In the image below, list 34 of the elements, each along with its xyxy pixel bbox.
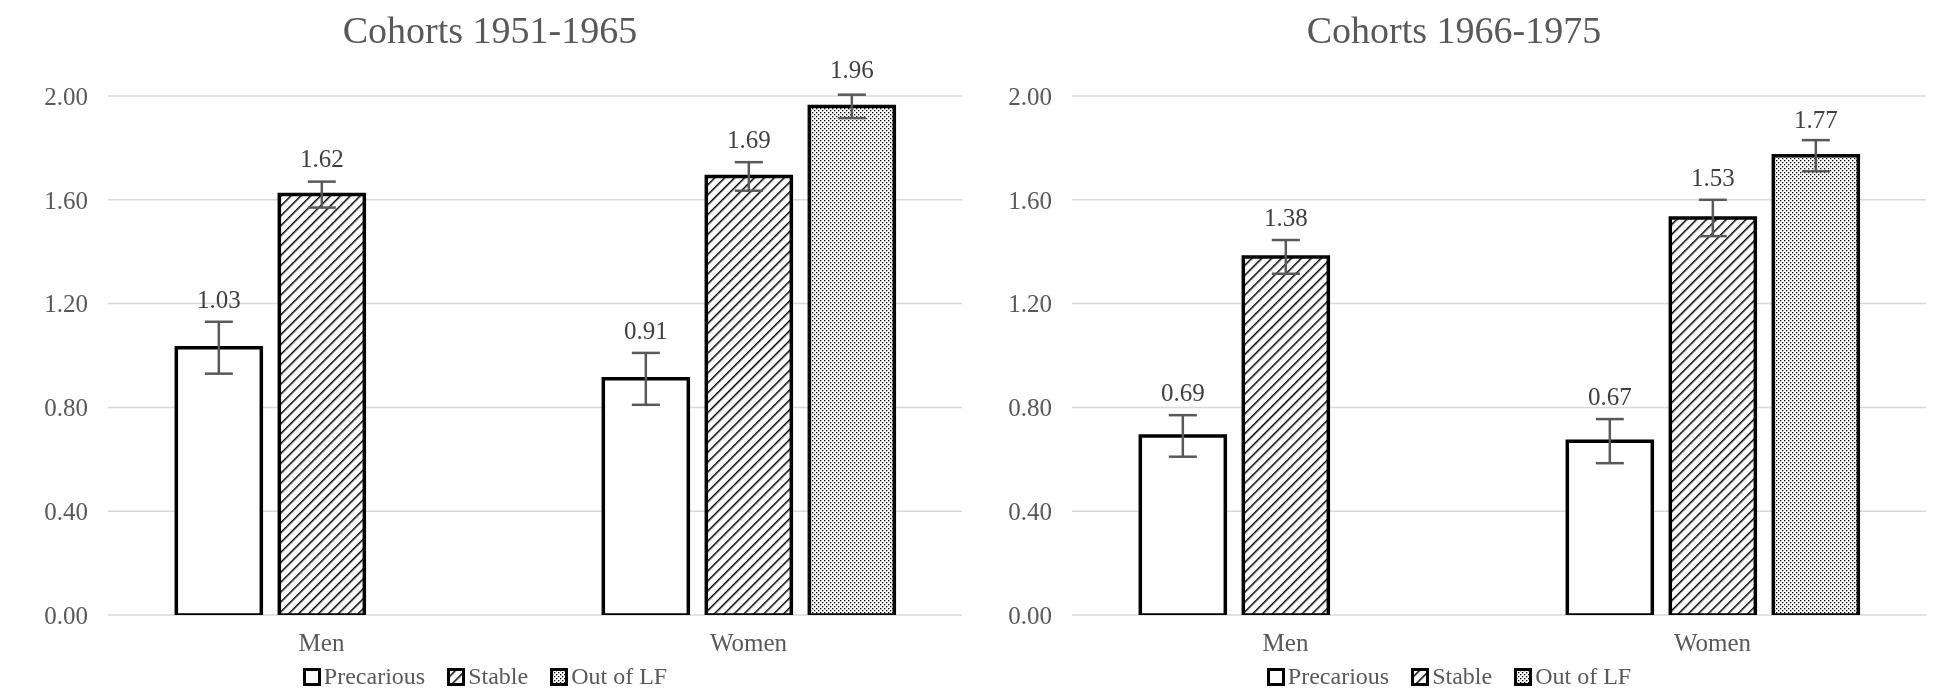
y-tick-label: 2.00 [1008,82,1052,110]
legend-label: Out of LF [570,663,668,690]
y-tick-label: 0.40 [44,498,88,526]
legend-label: Stable [1431,663,1493,690]
data-label: 0.69 [1160,379,1205,407]
chart-title: Cohorts 1966-1975 [1305,8,1603,52]
data-label: 1.38 [1263,204,1308,232]
x-tick-label: Men [1262,628,1309,656]
x-tick-label: Men [298,628,345,656]
y-tick-label: 1.20 [44,290,88,318]
legend-label: Precarious [322,663,426,690]
x-tick-label: Women [1673,628,1752,656]
y-tick-label: 0.80 [44,394,88,422]
data-label: 1.96 [829,56,874,84]
data-label: 0.91 [623,316,668,344]
y-tick-label: 1.20 [1008,290,1052,318]
y-tick-label: 0.00 [1008,601,1052,629]
y-tick-label: 0.80 [1008,394,1052,422]
legend-label: Stable [467,663,529,690]
x-tick-label: Women [709,628,788,656]
data-label: 0.67 [1587,383,1632,411]
y-tick-label: 1.60 [1008,186,1052,214]
y-tick-label: 2.00 [44,82,88,110]
data-label: 1.53 [1690,163,1735,191]
legend-label: Precarious [1286,663,1390,690]
y-tick-label: 0.40 [1008,498,1052,526]
y-tick-label: 1.60 [44,186,88,214]
legend-label: Out of LF [1534,663,1632,690]
y-tick-label: 0.00 [44,601,88,629]
chart-title: Cohorts 1951-1965 [341,8,639,52]
data-label: 1.77 [1793,105,1838,133]
data-label: 1.62 [299,144,344,172]
data-label: 1.03 [196,285,241,313]
data-label: 1.69 [726,126,771,154]
